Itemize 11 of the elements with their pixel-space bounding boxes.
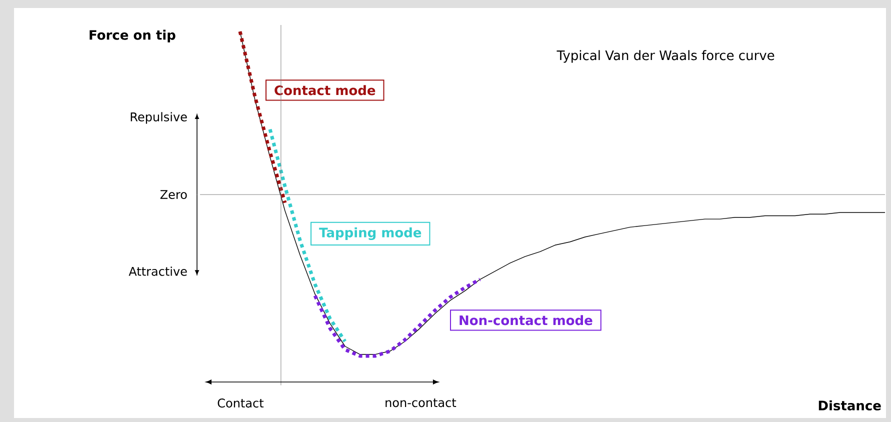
text: non-contact: [386, 398, 456, 408]
x-axis-title: Distance: [818, 400, 881, 410]
text: Attractive: [128, 266, 187, 276]
text: Typical Van der Waals force curve: [556, 50, 774, 63]
y-axis-title: Force on tip: [90, 30, 176, 42]
series-label: Tapping mode: [319, 227, 422, 240]
series-label: Non-contact mode: [460, 315, 592, 326]
series-label: Contact mode: [274, 85, 376, 96]
text: Repulsive: [130, 112, 187, 124]
text: Contact: [218, 398, 264, 408]
ref-line-label: Zero: [160, 190, 187, 200]
